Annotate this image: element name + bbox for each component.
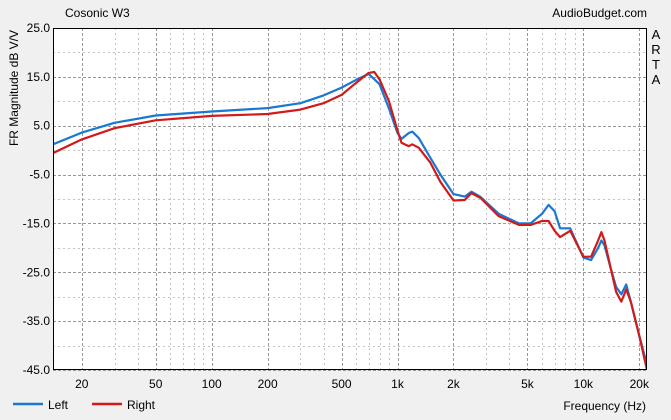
grid xyxy=(53,28,647,371)
y-axis-label: FR Magnitude dB V/V xyxy=(7,30,21,146)
chart-title: Cosonic W3 xyxy=(65,6,130,20)
y-tick-label: -45.0 xyxy=(23,363,51,377)
x-tick-label: 20 xyxy=(75,377,89,391)
x-tick-label: 10k xyxy=(574,377,594,391)
x-tick-label: 500 xyxy=(332,377,352,391)
y-axis-ticks: 25.0 15.0 5.0 -5.0 -15.0 -25.0 -35.0 -45.0 xyxy=(23,21,51,377)
y-tick-label: -5.0 xyxy=(29,168,50,182)
y-tick-label: 25.0 xyxy=(27,21,51,35)
x-axis-label: Frequency (Hz) xyxy=(563,399,646,413)
x-axis-ticks: 20 50 100 200 500 1k 2k 5k 10k 20k xyxy=(75,377,650,391)
y-tick-label: -15.0 xyxy=(23,216,51,230)
plot-border xyxy=(53,28,647,370)
series-line-left xyxy=(53,72,647,366)
x-tick-label: 2k xyxy=(447,377,461,391)
x-tick-label: 100 xyxy=(202,377,222,391)
x-tick-label: 50 xyxy=(149,377,163,391)
series-line-right xyxy=(53,70,647,370)
arta-letter: R xyxy=(651,42,660,57)
x-tick-label: 20k xyxy=(630,377,650,391)
series-layer xyxy=(53,70,647,370)
x-tick-label: 200 xyxy=(258,377,278,391)
legend: Left Right xyxy=(13,398,156,412)
x-tick-label: 5k xyxy=(521,377,535,391)
legend-label-right: Right xyxy=(127,398,156,412)
arta-letter: T xyxy=(652,57,660,72)
y-tick-label: -25.0 xyxy=(23,265,51,279)
arta-letter: A xyxy=(652,27,661,42)
legend-label-left: Left xyxy=(48,398,69,412)
y-tick-label: 15.0 xyxy=(27,70,51,84)
y-tick-label: -35.0 xyxy=(23,314,51,328)
arta-letter: A xyxy=(652,72,661,87)
x-tick-label: 1k xyxy=(391,377,405,391)
y-tick-label: 5.0 xyxy=(33,119,50,133)
watermark-label: AudioBudget.com xyxy=(552,6,647,20)
